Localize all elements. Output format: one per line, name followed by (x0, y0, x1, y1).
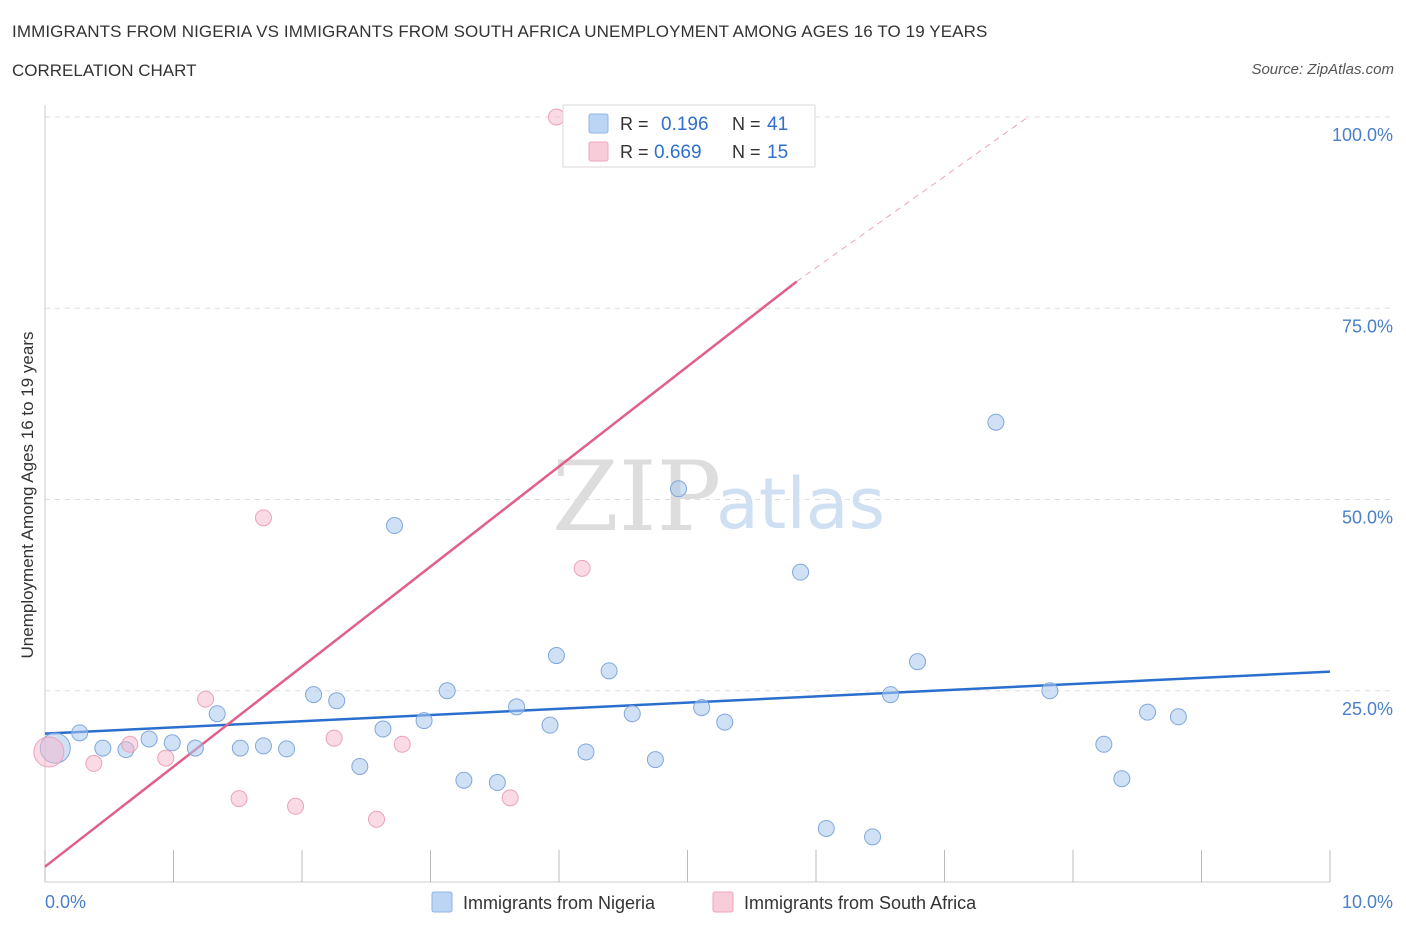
nigeria-point-39 (1113, 770, 1131, 788)
nigeria-point-32 (817, 819, 835, 837)
data-points (33, 108, 1187, 846)
nigeria-point-8 (208, 705, 226, 723)
south-africa-point-7 (254, 509, 272, 527)
south-africa-point-10 (368, 810, 386, 828)
south-africa-point-9 (325, 729, 343, 747)
y-tick-label-75: 75.0% (1342, 316, 1393, 336)
nigeria-point-12 (305, 686, 323, 704)
nigeria-point-15 (374, 720, 392, 738)
nigeria-point-22 (541, 716, 559, 734)
nigeria-point-34 (882, 686, 900, 704)
trend-lines (44, 116, 1331, 868)
source-credit: Source: ZipAtlas.com (1251, 61, 1394, 78)
nigeria-point-23 (547, 647, 565, 665)
south-africa-point-5 (197, 690, 215, 708)
nigeria-point-27 (646, 751, 664, 769)
south-africa-point-13 (547, 108, 565, 126)
watermark: ZIP atlas (552, 441, 885, 553)
nigeria-r-value: 0.196 (661, 114, 709, 135)
nigeria-point-20 (488, 774, 506, 792)
y-axis-title: Unemployment Among Ages 16 to 19 years (18, 332, 37, 659)
nigeria-point-26 (623, 705, 641, 723)
south-africa-n-label: N = (732, 142, 761, 162)
series-legend: Immigrants from Nigeria Immigrants from … (431, 891, 977, 913)
nigeria-point-2 (71, 724, 89, 742)
nigeria-point-30 (716, 713, 734, 731)
y-tick-label-50: 50.0% (1342, 508, 1393, 528)
south-africa-trend-line (44, 280, 798, 868)
x-tick-label-min: 0.0% (45, 892, 86, 912)
nigeria-point-40 (1139, 703, 1157, 721)
legend-south-africa-label: Immigrants from South Africa (744, 893, 977, 913)
south-africa-r-value: 0.669 (654, 142, 702, 163)
watermark-atlas: atlas (716, 463, 885, 545)
watermark-zip: ZIP (552, 441, 721, 553)
nigeria-point-36 (987, 413, 1005, 431)
nigeria-point-9 (231, 739, 249, 757)
nigeria-point-38 (1095, 735, 1113, 753)
south-africa-point-12 (501, 789, 519, 807)
nigeria-point-31 (792, 563, 810, 581)
y-tick-label-100: 100.0% (1332, 125, 1393, 145)
nigeria-point-18 (438, 682, 456, 700)
nigeria-trend-line (44, 670, 1331, 735)
south-africa-point-14 (573, 559, 591, 577)
y-tick-label-25: 25.0% (1342, 699, 1393, 719)
nigeria-point-5 (140, 730, 158, 748)
nigeria-point-3 (94, 739, 112, 757)
nigeria-point-19 (455, 771, 473, 789)
nigeria-point-35 (909, 653, 927, 671)
nigeria-point-28 (670, 480, 688, 498)
south-africa-point-11 (393, 735, 411, 753)
nigeria-point-14 (351, 757, 369, 775)
nigeria-point-37 (1041, 682, 1059, 700)
y-tick-labels: 25.0% 50.0% 75.0% 100.0% (1332, 125, 1393, 719)
south-africa-point-8 (287, 797, 305, 815)
legend-nigeria-swatch (431, 891, 453, 913)
nigeria-swatch (588, 113, 609, 134)
south-africa-r-label: R = (620, 142, 649, 162)
south-africa-n-value: 15 (767, 142, 788, 163)
legend-nigeria-label: Immigrants from Nigeria (463, 893, 656, 913)
legend-south-africa-swatch (712, 891, 734, 913)
nigeria-point-17 (415, 712, 433, 730)
south-africa-point-6 (230, 790, 248, 808)
x-tick-label-max: 10.0% (1342, 892, 1393, 912)
x-tick-labels: 0.0% 10.0% (45, 892, 1393, 912)
nigeria-point-25 (600, 662, 618, 680)
nigeria-point-41 (1169, 708, 1187, 726)
nigeria-point-13 (328, 692, 346, 710)
south-africa-swatch (588, 141, 609, 162)
nigeria-point-6 (163, 734, 181, 752)
stats-legend: R = 0.196 N = 41 R = 0.669 N = 15 (562, 104, 816, 168)
nigeria-point-7 (186, 739, 204, 757)
nigeria-point-29 (693, 699, 711, 717)
nigeria-point-16 (386, 517, 404, 535)
south-africa-point-3 (121, 735, 139, 753)
gridlines (45, 116, 1392, 692)
nigeria-point-10 (254, 737, 272, 755)
nigeria-point-21 (508, 698, 526, 716)
nigeria-point-33 (864, 828, 882, 846)
nigeria-point-24 (577, 743, 595, 761)
chart-subtitle: CORRELATION CHART (12, 61, 197, 80)
nigeria-point-11 (278, 740, 296, 758)
nigeria-n-label: N = (732, 114, 761, 134)
south-africa-point-1 (33, 736, 65, 768)
south-africa-trend-extension (796, 116, 1029, 282)
nigeria-r-label: R = (620, 114, 649, 134)
nigeria-n-value: 41 (767, 114, 788, 135)
chart-title: IMMIGRANTS FROM NIGERIA VS IMMIGRANTS FR… (12, 22, 988, 41)
south-africa-point-4 (157, 749, 175, 767)
south-africa-point-2 (85, 754, 103, 772)
